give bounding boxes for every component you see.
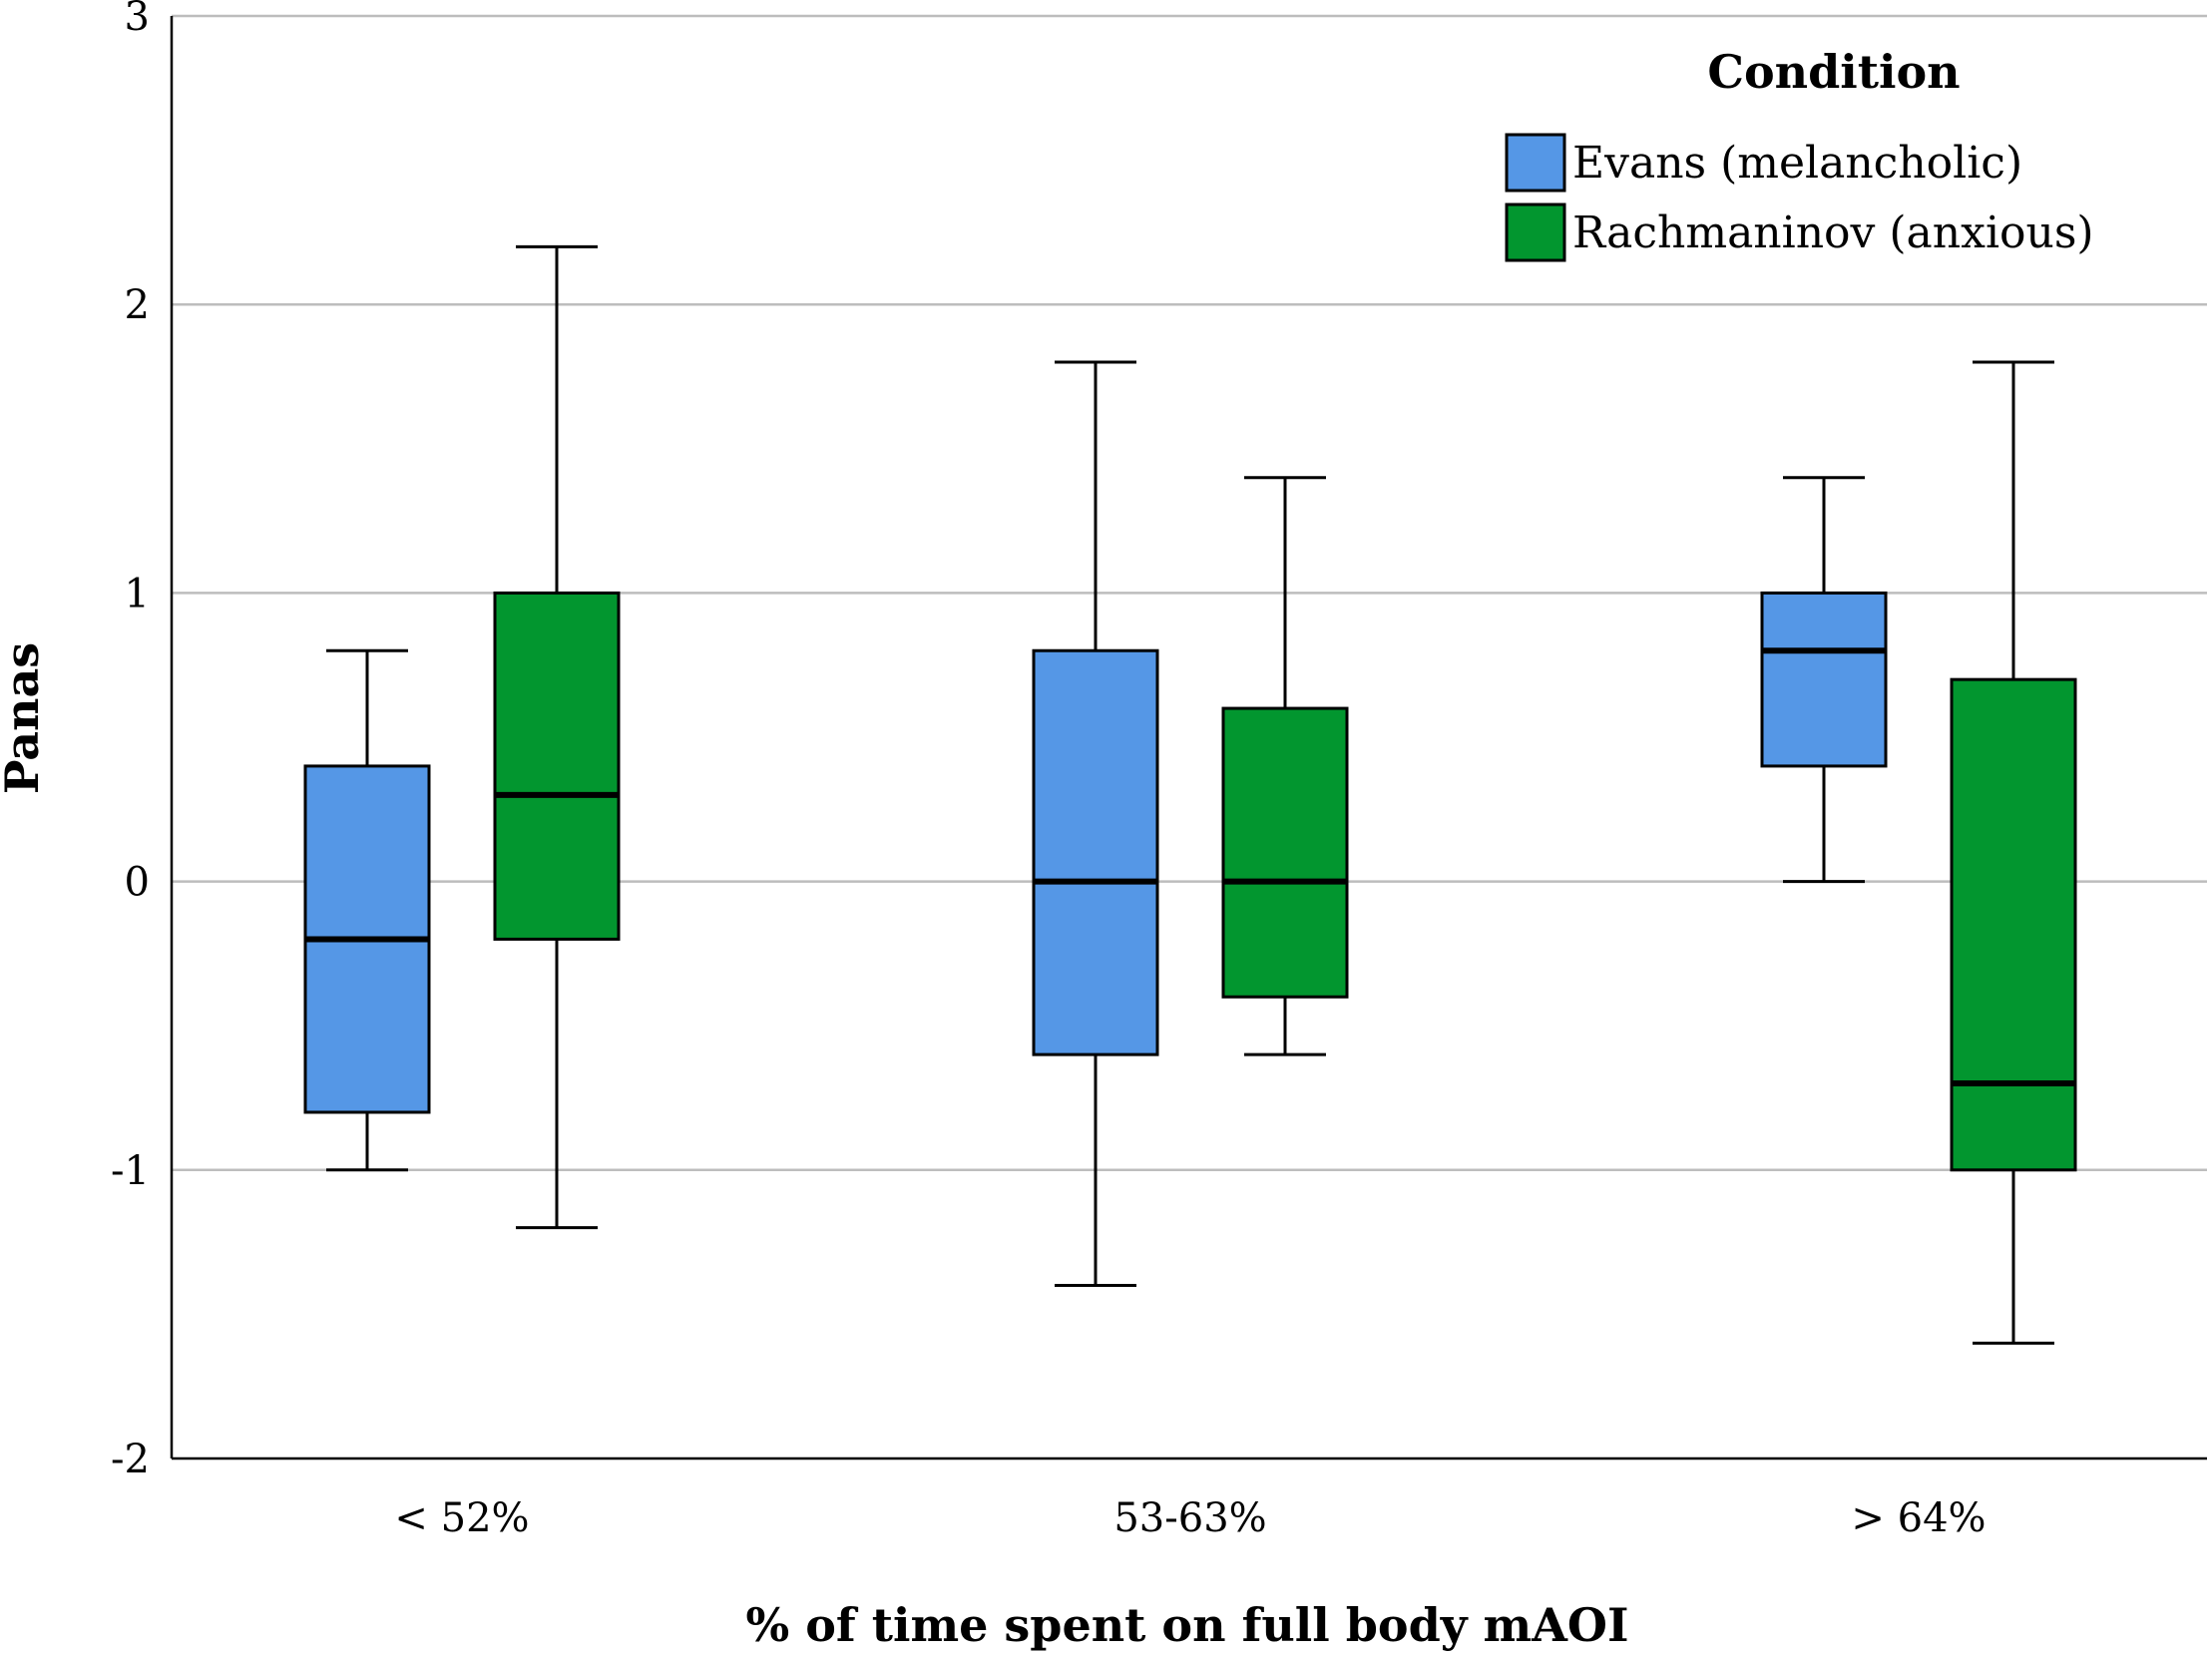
x-tick-label: < 52%	[394, 1495, 529, 1541]
iqr-box	[1950, 677, 2077, 1172]
legend-label: Rachmaninov (anxious)	[1572, 208, 2094, 258]
legend-swatch	[1505, 203, 1566, 262]
iqr-box	[1032, 648, 1159, 1056]
legend: Condition Evans (melancholic) Rachmaninov…	[1505, 45, 2094, 262]
axes	[170, 16, 2207, 1460]
legend-title: Condition	[1707, 45, 1960, 99]
iqr-box	[493, 591, 621, 941]
gridlines	[172, 14, 2207, 1172]
y-tick-label: 0	[125, 860, 150, 906]
y-tick-labels: -2 -1 0 1 2 3	[111, 0, 150, 1482]
y-tick-label: 3	[125, 0, 150, 40]
x-tick-label: > 64%	[1851, 1495, 1986, 1541]
box-rachmaninov	[493, 244, 621, 1230]
legend-swatch	[1505, 133, 1566, 193]
x-tick-labels: < 52% 53-63% > 64%	[394, 1495, 1986, 1541]
box-rachmaninov	[1950, 360, 2077, 1345]
iqr-box	[1760, 591, 1888, 768]
iqr-box	[1221, 706, 1349, 999]
box-rachmaninov	[1221, 476, 1349, 1056]
y-tick-label: -2	[111, 1437, 150, 1482]
box-evans	[1032, 360, 1159, 1287]
box-evans	[1760, 476, 1888, 884]
y-tick-label: -1	[111, 1148, 150, 1194]
box-series	[303, 244, 2077, 1345]
y-axis-title: Panas	[0, 642, 49, 794]
y-tick-label: 1	[125, 571, 150, 617]
y-tick-label: 2	[125, 282, 150, 328]
x-tick-label: 53-63%	[1113, 1495, 1266, 1541]
x-axis-title: % of time spent on full body mAOI	[746, 1598, 1629, 1652]
box-evans	[303, 648, 431, 1172]
legend-label: Evans (melancholic)	[1572, 138, 2022, 189]
